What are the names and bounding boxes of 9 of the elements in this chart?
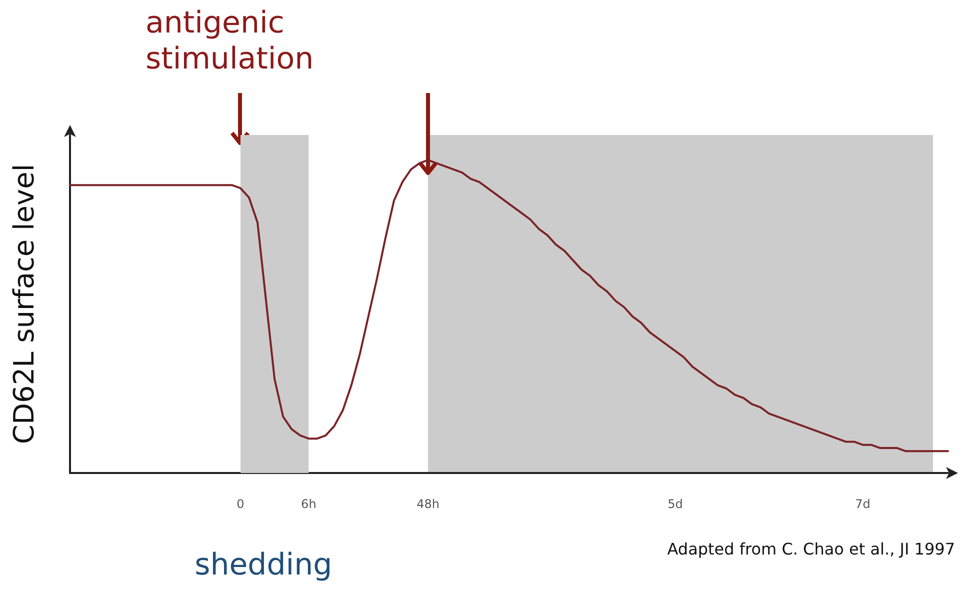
x-tick-label: 0 (236, 497, 244, 511)
x-tick-label: 5d (668, 497, 683, 511)
text: Adapted from C. Chao et al., JI 1997 (667, 540, 955, 558)
x-tick-label: 7d (855, 497, 870, 511)
text: antigenic stimulation (145, 6, 314, 76)
x-tick-label: 48h (416, 497, 440, 511)
x-tick-label: 6h (301, 497, 316, 511)
y-axis-title: CD62L surface level (8, 164, 40, 444)
band-label: shedding (194, 548, 332, 582)
